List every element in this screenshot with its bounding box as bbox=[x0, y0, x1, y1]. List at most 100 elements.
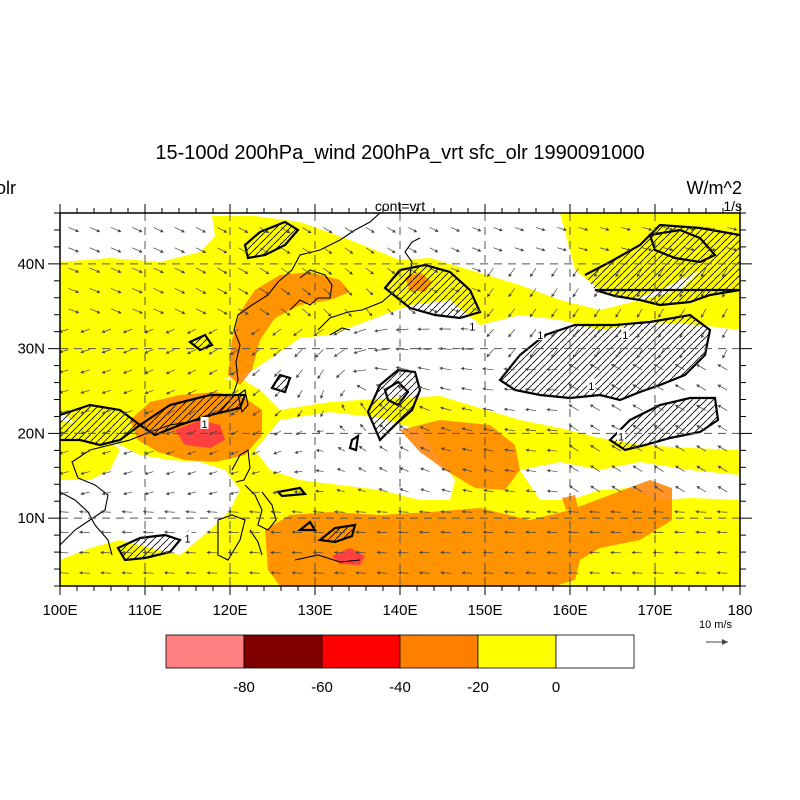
wind-vector-head bbox=[439, 366, 443, 371]
wind-vector-head bbox=[251, 491, 255, 495]
wind-vector-head bbox=[477, 248, 482, 252]
hatch-region-8 bbox=[245, 222, 298, 258]
coast-philippines bbox=[231, 449, 277, 556]
wind-vector-head bbox=[376, 571, 380, 575]
wind-vector-head bbox=[611, 485, 616, 490]
wind-vector-head bbox=[79, 530, 83, 534]
colorbar-swatch bbox=[321, 634, 401, 669]
wind-vector-head bbox=[572, 293, 577, 298]
wind-vector-head bbox=[270, 510, 274, 514]
wind-vector-head bbox=[654, 445, 658, 449]
wind-vector-head bbox=[700, 273, 705, 278]
lat-tick-label: 10N bbox=[17, 510, 45, 527]
wind-vector-head bbox=[508, 293, 512, 297]
lon-tick-label: 160E bbox=[552, 602, 587, 619]
wind-vector-head bbox=[589, 510, 593, 514]
wind-vector-head bbox=[434, 289, 438, 293]
wind-vector-head bbox=[477, 308, 481, 313]
contour-label: 1 bbox=[537, 330, 543, 342]
contour-label: 1 bbox=[622, 330, 628, 342]
wind-vector-head bbox=[160, 310, 164, 314]
wind-vector-head bbox=[504, 530, 508, 534]
wind-vector-head bbox=[695, 571, 699, 575]
wind-vector-head bbox=[679, 273, 683, 278]
wind-vector-head bbox=[251, 451, 256, 455]
wind-vector-head bbox=[208, 451, 213, 455]
wind-vector-head bbox=[461, 550, 465, 555]
wind-vector-head bbox=[590, 424, 594, 429]
wind-vector-head bbox=[658, 334, 662, 338]
wind-vector-head bbox=[589, 550, 593, 555]
contour-label-background bbox=[621, 327, 630, 340]
coast-taiwan bbox=[237, 389, 249, 414]
wind-vector-head bbox=[487, 293, 491, 297]
wind-vector-head bbox=[100, 571, 104, 575]
wind-vector-head bbox=[353, 330, 358, 335]
wind-vector-head bbox=[584, 227, 588, 232]
wind-vector-head bbox=[187, 391, 192, 395]
wind-vector-head bbox=[529, 333, 534, 338]
wind-vector-head bbox=[294, 470, 298, 474]
wind-vector-head bbox=[589, 571, 593, 575]
wind-vector-head bbox=[223, 270, 228, 274]
colorbar-label: -20 bbox=[467, 679, 489, 696]
wind-vector-head bbox=[274, 393, 279, 397]
wind-vector-head bbox=[675, 384, 679, 388]
wind-vector-head bbox=[520, 227, 524, 232]
wind-vector-head bbox=[456, 248, 460, 253]
wind-vector-head bbox=[390, 291, 395, 295]
wind-vector-head bbox=[374, 348, 378, 352]
wind-vector-head bbox=[674, 550, 678, 555]
wind-vector-head bbox=[307, 292, 311, 296]
wind-vector-head bbox=[398, 571, 402, 575]
wind-vector-head bbox=[504, 468, 508, 473]
wind-vector-head bbox=[637, 334, 641, 338]
wind-vector-head bbox=[187, 411, 192, 415]
wind-vector-head bbox=[605, 247, 610, 252]
contour-10 bbox=[116, 533, 182, 562]
wind-vector-head bbox=[144, 471, 149, 476]
wind-vector-head bbox=[328, 229, 333, 234]
wind-vector-head bbox=[716, 530, 720, 534]
wind-vector-head bbox=[251, 352, 256, 356]
wind-vector-head bbox=[75, 289, 79, 294]
wind-vector-head bbox=[80, 491, 84, 496]
wind-vector-head bbox=[637, 273, 641, 277]
wind-vector-head bbox=[610, 571, 614, 575]
wind-vector-head bbox=[327, 313, 332, 317]
contour-label-background bbox=[183, 531, 192, 544]
contour-value-labels: 1 1 1 1 1 1 1 bbox=[183, 319, 630, 545]
wind-vector bbox=[60, 552, 69, 554]
wind-vector-head bbox=[440, 530, 444, 534]
wind-vector-head bbox=[503, 367, 507, 371]
wind-vector-head bbox=[696, 486, 701, 490]
wind-vector-head bbox=[187, 330, 191, 334]
longitude-tick-labels: 100E 110E 120E 130E 140E 150E 160E 170E 180 bbox=[42, 602, 752, 619]
wind-vector-head bbox=[295, 431, 300, 435]
wind-vector-head bbox=[420, 446, 424, 451]
wind-vector-head bbox=[700, 334, 705, 338]
coastlines bbox=[60, 213, 421, 563]
wind-vector-head bbox=[594, 273, 598, 277]
wind-vector-head bbox=[525, 489, 530, 493]
wind-vector-head bbox=[123, 431, 127, 435]
hatch-region-1 bbox=[60, 405, 140, 445]
wind-vector-head bbox=[230, 412, 235, 416]
wind-vector-head bbox=[610, 510, 614, 514]
wind-vector-head bbox=[202, 290, 207, 294]
wind-vector-head bbox=[486, 313, 491, 317]
wind-vector-head bbox=[412, 290, 417, 294]
wind-vector-head bbox=[181, 290, 185, 294]
lon-tick-label: 140E bbox=[382, 602, 417, 619]
wind-vector-head bbox=[166, 391, 170, 395]
right-units-label: W/m^2 bbox=[686, 178, 742, 198]
wind-vector-head bbox=[627, 227, 631, 231]
wind-vector-head bbox=[334, 550, 338, 555]
wind-vector-head bbox=[572, 334, 577, 338]
wind-vector-head bbox=[700, 314, 705, 318]
wind-vector-head bbox=[328, 250, 333, 254]
wind-vector-head bbox=[166, 451, 170, 455]
wind-vector-head bbox=[568, 364, 573, 368]
wind-vector-head bbox=[369, 291, 374, 296]
wind-vector-head bbox=[658, 354, 662, 359]
